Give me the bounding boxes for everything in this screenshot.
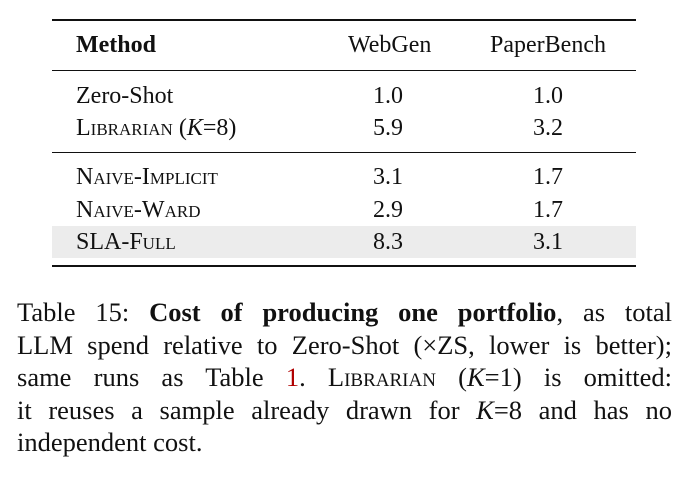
text-segment: Librarian [76,115,173,141]
table-row: Naive-Ward 2.9 1.7 [52,194,636,226]
table-row: Naive-Implicit 3.1 1.7 [52,161,636,193]
text-segment: LLM spend relative to Zero-Shot (×ZS, lo… [17,329,672,360]
text-segment: it reuses a sample already drawn for [17,394,477,425]
text-segment: Zero-Shot [76,83,174,109]
header-row: Method WebGen PaperBench [52,29,636,61]
value-cell: 1.0 [533,83,563,109]
value-cell: 3.1 [373,164,403,190]
caption-line: independent cost. [17,426,672,459]
value-cell: 3.1 [533,229,563,255]
text-segment: K [466,362,485,392]
text-segment: Naive-Implicit [76,164,218,190]
header-cell: PaperBench [490,32,606,58]
value-cell: 3.2 [533,115,563,141]
value-cell: 5.9 [373,115,403,141]
table-row: SLA-Full 8.3 3.1 [52,226,636,258]
method-cell: SLA-Full [76,226,176,258]
value-cell: 2.9 [373,197,403,223]
text-segment: Naive-Ward [76,197,201,223]
text-segment: Table 15: [17,297,150,327]
value-cell: 8.3 [373,229,403,255]
text-segment: K [186,115,203,141]
method-cell: Naive-Ward [76,194,200,226]
mid-rule [52,152,636,153]
text-segment: K [476,394,494,425]
text-segment: Cost of producing one portfolio [149,297,557,327]
method-cell: Librarian (K=8) [76,112,236,144]
value-cell: 1.7 [533,164,563,190]
caption-line: it reuses a sample already drawn for K=8… [17,394,672,427]
text-segment: . [299,362,328,392]
text-segment: 1 [285,362,300,392]
text-segment: , as total [556,297,672,327]
value-cell: 1.7 [533,197,563,223]
bottom-rule [52,265,636,267]
text-segment: same runs as Table [17,362,286,392]
caption: Table 15: Cost of producing one portfoli… [17,296,672,459]
table-row: Librarian (K=8) 5.9 3.2 [52,112,636,144]
caption-line: same runs as Table 1. Librarian (K=1) is… [17,361,672,394]
text-segment: SLA-Full [76,229,176,255]
text-segment: =8 and has no [493,394,672,425]
text-segment: ( [172,115,187,141]
text-segment: Librarian [327,362,436,392]
method-cell: Naive-Implicit [76,161,218,193]
mid-rule [52,70,636,71]
method-cell: Zero-Shot [76,80,173,112]
text-segment: ( [435,362,467,392]
header-cell: WebGen [348,32,432,58]
text-segment: =1) is omitted: [484,362,673,392]
top-rule [52,19,636,21]
table-row: Zero-Shot 1.0 1.0 [52,80,636,112]
text-segment: =8) [202,115,237,141]
value-cell: 1.0 [373,83,403,109]
header-cell: Method [76,32,156,58]
text-segment: independent cost. [17,427,203,457]
caption-line: LLM spend relative to Zero-Shot (×ZS, lo… [17,329,672,362]
caption-line: Table 15: Cost of producing one portfoli… [17,296,672,329]
